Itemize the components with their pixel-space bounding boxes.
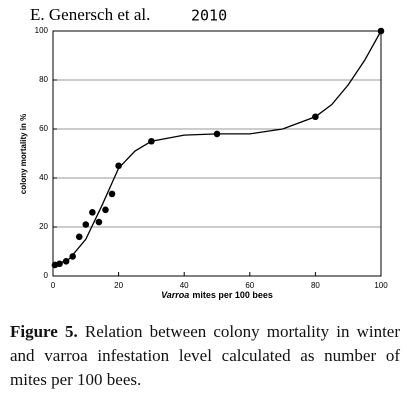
fit-curve <box>52 30 382 267</box>
data-point <box>62 258 70 265</box>
x-tick-label: 60 <box>245 281 254 290</box>
data-point <box>95 218 103 226</box>
caption: Figure 5. Relation between colony mortal… <box>10 320 400 392</box>
y-tick-label: 100 <box>35 26 49 35</box>
chart: E. Genersch et al. 2010 colony mortality… <box>19 5 388 300</box>
x-axis-label-rest: mites per 100 bees <box>192 290 273 300</box>
data-point <box>148 137 155 145</box>
y-axis-label: colony mortality in % <box>19 114 28 194</box>
y-tick-label: 0 <box>44 271 49 280</box>
data-point <box>312 113 319 121</box>
x-tick-label: 0 <box>51 281 56 290</box>
year: 2010 <box>191 7 227 25</box>
y-tick-label: 40 <box>39 173 48 182</box>
x-tick-label: 40 <box>180 281 189 290</box>
x-tick-label: 80 <box>311 281 320 290</box>
x-tick-label: 100 <box>374 281 388 290</box>
data-point <box>56 260 63 268</box>
authors: E. Genersch et al. <box>30 5 150 24</box>
data-point <box>115 162 122 170</box>
data-point <box>75 233 83 241</box>
x-axis-label: Varroa mites per 100 bees <box>161 290 273 300</box>
x-tick-label: 20 <box>114 281 123 290</box>
y-tick-label: 20 <box>39 222 48 231</box>
y-tick-label: 60 <box>39 124 48 133</box>
data-point <box>377 27 385 35</box>
y-tick-label: 80 <box>39 75 48 84</box>
caption-text: Relation between colony mortality in win… <box>10 322 401 389</box>
plot-frame <box>52 30 382 277</box>
data-point <box>213 130 221 138</box>
data-point <box>108 190 116 198</box>
caption-label: Figure 5. <box>10 322 78 341</box>
data-point <box>82 221 90 228</box>
data-point <box>102 206 109 214</box>
x-axis-label-italic: Varroa <box>161 290 189 300</box>
data-point <box>69 253 76 260</box>
data-point <box>89 209 96 216</box>
